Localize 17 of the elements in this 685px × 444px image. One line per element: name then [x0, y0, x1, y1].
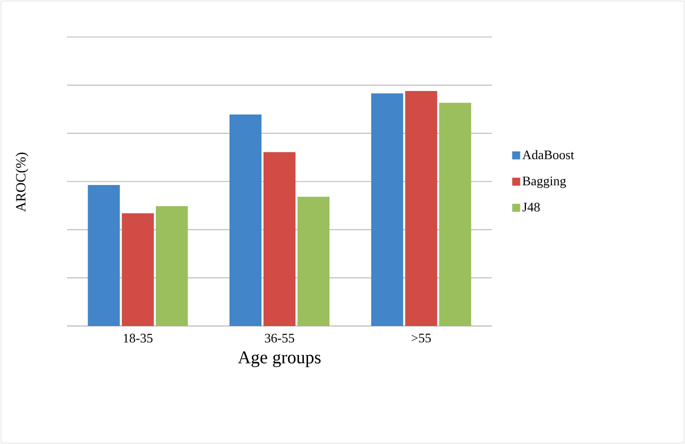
x-axis-title: Age groups	[238, 351, 321, 368]
bar	[264, 152, 296, 326]
y-axis-title: AROC(%)	[16, 152, 28, 212]
bar	[297, 196, 330, 326]
bar	[88, 185, 120, 326]
x-tick-label: 18-35	[124, 334, 152, 343]
bar	[371, 93, 404, 326]
bar	[439, 102, 472, 326]
bar	[156, 206, 188, 326]
legend-label: AdaBoost	[522, 150, 574, 160]
legend-label: Bagging	[522, 176, 566, 188]
bar	[230, 114, 262, 326]
bar	[122, 213, 154, 326]
bar	[405, 91, 438, 326]
x-tick-label: 36-55	[264, 334, 294, 343]
x-tick-label: >55	[412, 334, 431, 342]
legend-label: J48	[522, 202, 540, 212]
